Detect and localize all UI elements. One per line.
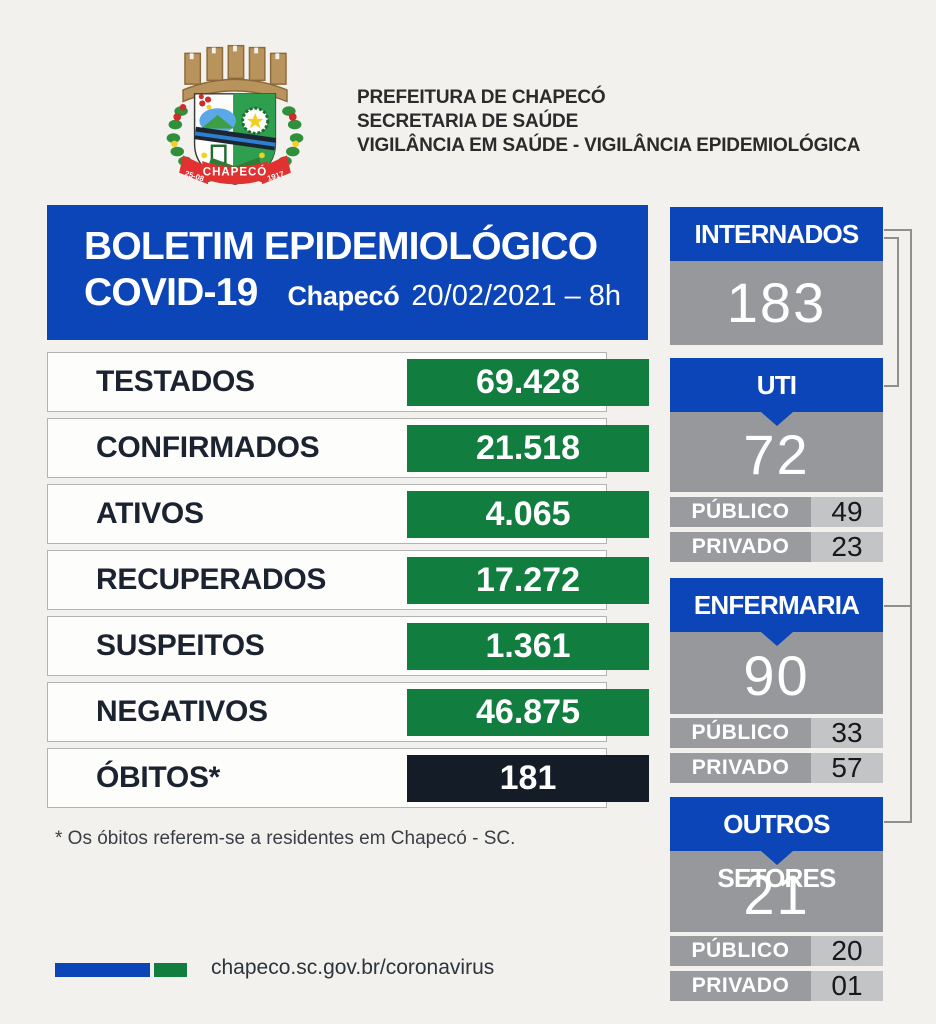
footer-blue-bar <box>55 963 150 977</box>
uti-card: UTI 72 <box>670 358 883 492</box>
bulletin-title: BOLETIM EPIDEMIOLÓGICO <box>84 225 598 268</box>
deaths-footnote: * Os óbitos referem-se a residentes em C… <box>55 828 516 849</box>
enfermaria-label: ENFERMARIA <box>693 590 860 620</box>
stat-row-suspeitos: SUSPEITOS 1.361 <box>47 616 649 684</box>
notch-down-icon <box>760 632 793 646</box>
stat-row-negativos: NEGATIVOS 46.875 <box>47 682 649 750</box>
uti-privado-row: PRIVADO 23 <box>670 532 883 562</box>
stat-row-ativos: ATIVOS 4.065 <box>47 484 649 552</box>
uti-header: UTI <box>670 358 883 426</box>
bulletin-title-banner: BOLETIM EPIDEMIOLÓGICO COVID-19 Chapecó … <box>47 205 648 340</box>
chapeco-coat-of-arms: CHAPECÓ 25-08 1917 <box>166 44 304 186</box>
notch-down-icon <box>760 412 793 426</box>
outros-setores-label: OUTROS SETORES <box>717 809 836 893</box>
privado-value: 01 <box>811 971 883 1001</box>
stat-row-obitos: ÓBITOS* 181 <box>47 748 649 816</box>
outros-setores-card: OUTROS SETORES 21 <box>670 797 883 932</box>
org-title-block: PREFEITURA DE CHAPECÓ SECRETARIA DE SAÚD… <box>357 86 860 158</box>
internados-value: 183 <box>670 261 883 345</box>
org-line-secretaria: SECRETARIA DE SAÚDE <box>357 111 579 132</box>
stat-label: TESTADOS <box>96 365 255 398</box>
privado-label: PRIVADO <box>670 971 811 1001</box>
bulletin-datetime: 20/02/2021 – 8h <box>411 280 622 312</box>
crest-ribbon: CHAPECÓ 25-08 1917 <box>179 155 291 185</box>
stat-label: SUSPEITOS <box>96 629 265 662</box>
stat-value: 181 <box>407 755 649 802</box>
crest-city-name: CHAPECÓ <box>203 166 267 179</box>
privado-label: PRIVADO <box>670 532 811 562</box>
enfermaria-publico-row: PÚBLICO 33 <box>670 718 883 748</box>
bulletin-covid-label: COVID-19 <box>84 271 258 314</box>
crest-crown <box>182 44 288 103</box>
stat-label: CONFIRMADOS <box>96 431 320 464</box>
outros-publico-row: PÚBLICO 20 <box>670 936 883 966</box>
stat-label: RECUPERADOS <box>96 563 327 596</box>
privado-label: PRIVADO <box>670 753 811 783</box>
outros-setores-value: 21 <box>670 851 883 932</box>
stat-value: 1.361 <box>407 623 649 670</box>
privado-value: 57 <box>811 753 883 783</box>
enfermaria-card: ENFERMARIA 90 <box>670 578 883 714</box>
notch-down-icon <box>760 851 793 865</box>
footer-green-bar <box>154 963 187 977</box>
enfermaria-privado-row: PRIVADO 57 <box>670 753 883 783</box>
stat-value: 4.065 <box>407 491 649 538</box>
bulletin-city: Chapecó <box>287 281 400 311</box>
stat-label: NEGATIVOS <box>96 695 268 728</box>
stat-label: ÓBITOS* <box>96 761 221 794</box>
publico-label: PÚBLICO <box>670 936 811 966</box>
stat-label: ATIVOS <box>96 497 204 530</box>
org-line-prefeitura: PREFEITURA DE CHAPECÓ <box>357 87 606 108</box>
org-line-vigilancia: VIGILÂNCIA EM SAÚDE - VIGILÂNCIA EPIDEMI… <box>357 135 861 156</box>
publico-label: PÚBLICO <box>670 497 811 527</box>
privado-value: 23 <box>811 532 883 562</box>
stat-row-recuperados: RECUPERADOS 17.272 <box>47 550 649 618</box>
stat-value: 69.428 <box>407 359 649 406</box>
publico-value: 33 <box>811 718 883 748</box>
outros-privado-row: PRIVADO 01 <box>670 971 883 1001</box>
publico-label: PÚBLICO <box>670 718 811 748</box>
outros-setores-header: OUTROS SETORES <box>670 797 883 893</box>
stat-value: 17.272 <box>407 557 649 604</box>
internados-card: INTERNADOS 183 <box>670 207 883 345</box>
uti-publico-row: PÚBLICO 49 <box>670 497 883 527</box>
stat-value: 46.875 <box>407 689 649 736</box>
enfermaria-header: ENFERMARIA <box>670 578 883 646</box>
stat-row-confirmados: CONFIRMADOS 21.518 <box>47 418 649 486</box>
uti-label: UTI <box>756 370 797 400</box>
coronavirus-site-url[interactable]: chapeco.sc.gov.br/coronavirus <box>211 956 495 979</box>
stat-row-testados: TESTADOS 69.428 <box>47 352 649 420</box>
publico-value: 49 <box>811 497 883 527</box>
internados-header: INTERNADOS <box>670 207 883 261</box>
stat-value: 21.518 <box>407 425 649 472</box>
publico-value: 20 <box>811 936 883 966</box>
